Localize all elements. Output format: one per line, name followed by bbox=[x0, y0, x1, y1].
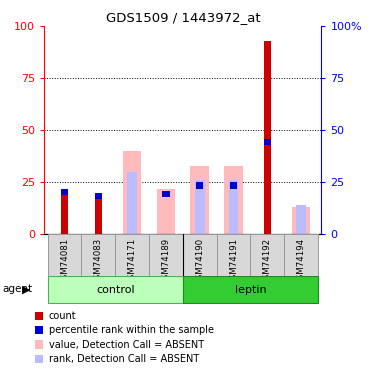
Bar bbox=[292, 207, 310, 234]
Text: leptin: leptin bbox=[235, 285, 266, 295]
Text: value, Detection Call = ABSENT: value, Detection Call = ABSENT bbox=[49, 339, 204, 350]
FancyBboxPatch shape bbox=[284, 234, 318, 276]
Text: GSM74194: GSM74194 bbox=[297, 238, 306, 285]
Text: GSM74171: GSM74171 bbox=[128, 238, 137, 285]
Bar bbox=[95, 193, 102, 199]
Text: GSM74083: GSM74083 bbox=[94, 238, 103, 285]
Bar bbox=[229, 180, 238, 234]
Bar bbox=[127, 172, 137, 234]
FancyBboxPatch shape bbox=[217, 234, 251, 276]
FancyBboxPatch shape bbox=[251, 234, 284, 276]
FancyBboxPatch shape bbox=[82, 234, 115, 276]
Bar bbox=[157, 189, 175, 234]
Text: ▶: ▶ bbox=[22, 285, 31, 294]
Bar bbox=[95, 199, 102, 234]
Text: control: control bbox=[96, 285, 135, 295]
Bar bbox=[264, 139, 271, 145]
Text: GSM74190: GSM74190 bbox=[195, 238, 204, 285]
FancyBboxPatch shape bbox=[115, 234, 149, 276]
Bar bbox=[191, 166, 209, 234]
Bar bbox=[123, 151, 141, 234]
Bar bbox=[230, 182, 237, 189]
Title: GDS1509 / 1443972_at: GDS1509 / 1443972_at bbox=[105, 11, 260, 24]
FancyBboxPatch shape bbox=[183, 234, 217, 276]
Text: GSM74192: GSM74192 bbox=[263, 238, 272, 285]
Text: GSM74191: GSM74191 bbox=[229, 238, 238, 285]
Text: rank, Detection Call = ABSENT: rank, Detection Call = ABSENT bbox=[49, 354, 199, 364]
Bar bbox=[162, 190, 170, 197]
FancyBboxPatch shape bbox=[48, 234, 82, 276]
FancyBboxPatch shape bbox=[48, 276, 183, 303]
Bar bbox=[296, 205, 306, 234]
FancyBboxPatch shape bbox=[183, 276, 318, 303]
Text: agent: agent bbox=[2, 285, 32, 294]
Bar bbox=[264, 41, 271, 234]
Bar bbox=[195, 180, 204, 234]
Text: count: count bbox=[49, 311, 77, 321]
Bar bbox=[224, 166, 243, 234]
Bar bbox=[61, 189, 68, 195]
Bar bbox=[61, 190, 68, 234]
FancyBboxPatch shape bbox=[149, 234, 183, 276]
Text: GSM74189: GSM74189 bbox=[161, 238, 171, 285]
Text: GSM74081: GSM74081 bbox=[60, 238, 69, 285]
Bar bbox=[196, 182, 204, 189]
Text: percentile rank within the sample: percentile rank within the sample bbox=[49, 325, 214, 335]
